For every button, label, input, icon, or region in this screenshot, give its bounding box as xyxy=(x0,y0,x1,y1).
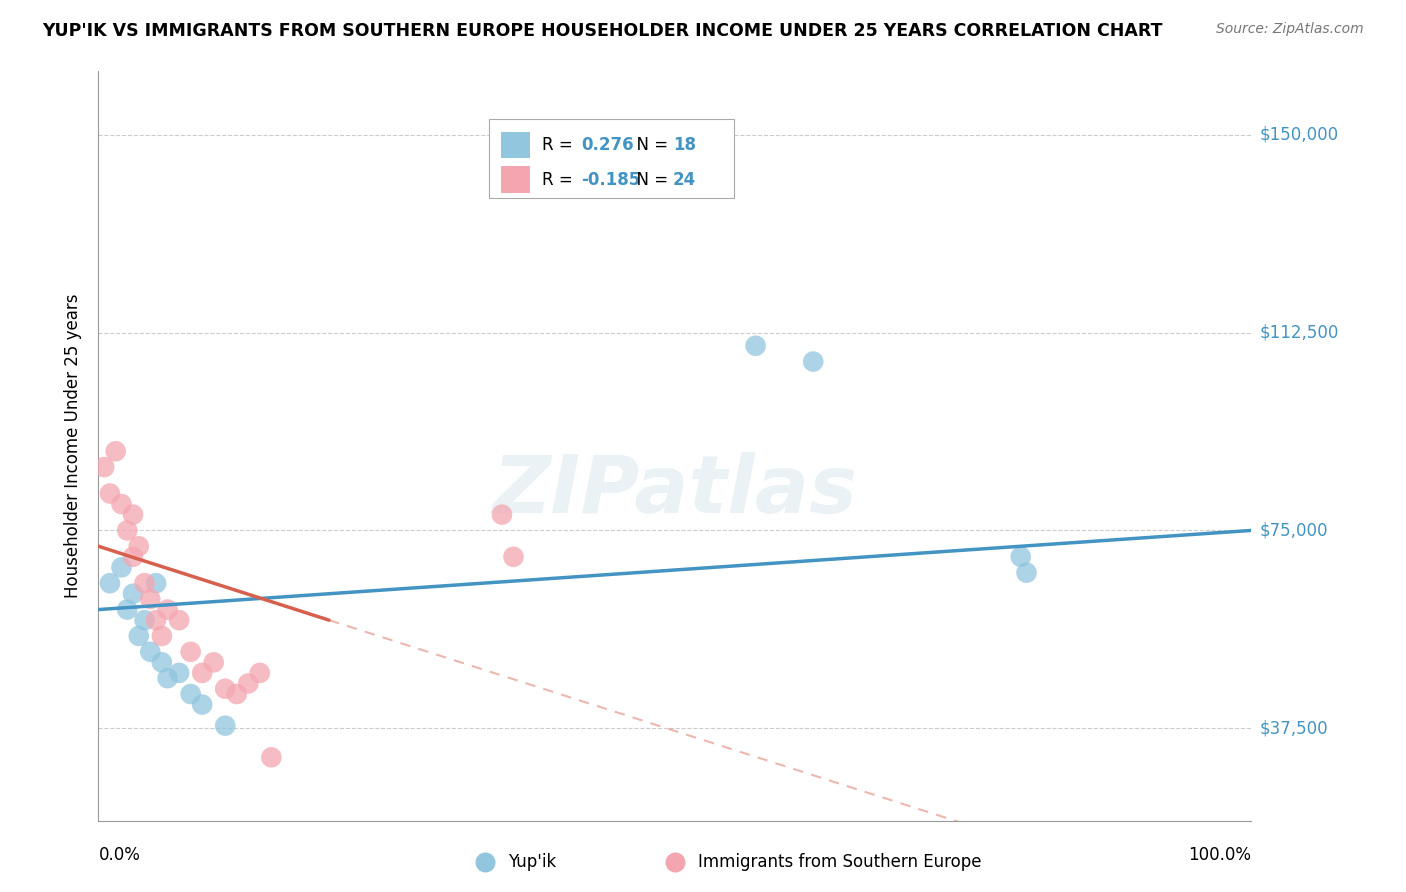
Text: ZIPatlas: ZIPatlas xyxy=(492,452,858,530)
Text: 24: 24 xyxy=(673,170,696,189)
Point xyxy=(202,656,225,670)
Point xyxy=(128,539,150,553)
Point xyxy=(1015,566,1038,580)
Point xyxy=(134,576,156,591)
Text: R =: R = xyxy=(543,170,578,189)
Text: 100.0%: 100.0% xyxy=(1188,846,1251,863)
Y-axis label: Householder Income Under 25 years: Householder Income Under 25 years xyxy=(65,293,83,599)
Point xyxy=(110,497,132,511)
Point xyxy=(260,750,283,764)
Text: YUP'IK VS IMMIGRANTS FROM SOUTHERN EUROPE HOUSEHOLDER INCOME UNDER 25 YEARS CORR: YUP'IK VS IMMIGRANTS FROM SOUTHERN EUROP… xyxy=(42,22,1163,40)
Point xyxy=(139,645,162,659)
Point xyxy=(122,587,145,601)
Point xyxy=(1010,549,1032,564)
Point xyxy=(180,645,202,659)
Text: -0.185: -0.185 xyxy=(582,170,641,189)
Text: 0.276: 0.276 xyxy=(582,136,634,154)
Point xyxy=(139,592,162,607)
Point xyxy=(145,576,167,591)
Point xyxy=(225,687,247,701)
Point xyxy=(491,508,513,522)
Point xyxy=(156,671,179,685)
Point xyxy=(744,339,766,353)
Point xyxy=(191,698,214,712)
Point xyxy=(180,687,202,701)
Point xyxy=(110,560,132,574)
Point xyxy=(117,602,139,616)
Point xyxy=(98,576,121,591)
Point xyxy=(238,676,260,690)
Text: R =: R = xyxy=(543,136,578,154)
Point xyxy=(150,656,173,670)
Point xyxy=(104,444,127,458)
Point xyxy=(156,602,179,616)
Text: Source: ZipAtlas.com: Source: ZipAtlas.com xyxy=(1216,22,1364,37)
Text: 0.0%: 0.0% xyxy=(98,846,141,863)
Text: $112,500: $112,500 xyxy=(1260,324,1339,342)
Text: Yup'ik: Yup'ik xyxy=(508,853,555,871)
Point xyxy=(117,524,139,538)
Point xyxy=(122,508,145,522)
Text: N =: N = xyxy=(627,170,673,189)
Point xyxy=(249,665,271,680)
Point xyxy=(128,629,150,643)
Point xyxy=(167,613,190,627)
Point xyxy=(122,549,145,564)
Point xyxy=(150,629,173,643)
Point xyxy=(214,719,236,733)
Point xyxy=(214,681,236,696)
Point xyxy=(134,613,156,627)
Point xyxy=(502,549,524,564)
Point xyxy=(167,665,190,680)
Point xyxy=(801,354,824,368)
Point xyxy=(93,460,115,475)
Point xyxy=(145,613,167,627)
Text: $37,500: $37,500 xyxy=(1260,719,1329,738)
Text: $150,000: $150,000 xyxy=(1260,126,1339,144)
Text: $75,000: $75,000 xyxy=(1260,522,1329,540)
Text: 18: 18 xyxy=(673,136,696,154)
Point xyxy=(191,665,214,680)
Text: Immigrants from Southern Europe: Immigrants from Southern Europe xyxy=(697,853,981,871)
Text: N =: N = xyxy=(627,136,673,154)
Point xyxy=(98,486,121,500)
